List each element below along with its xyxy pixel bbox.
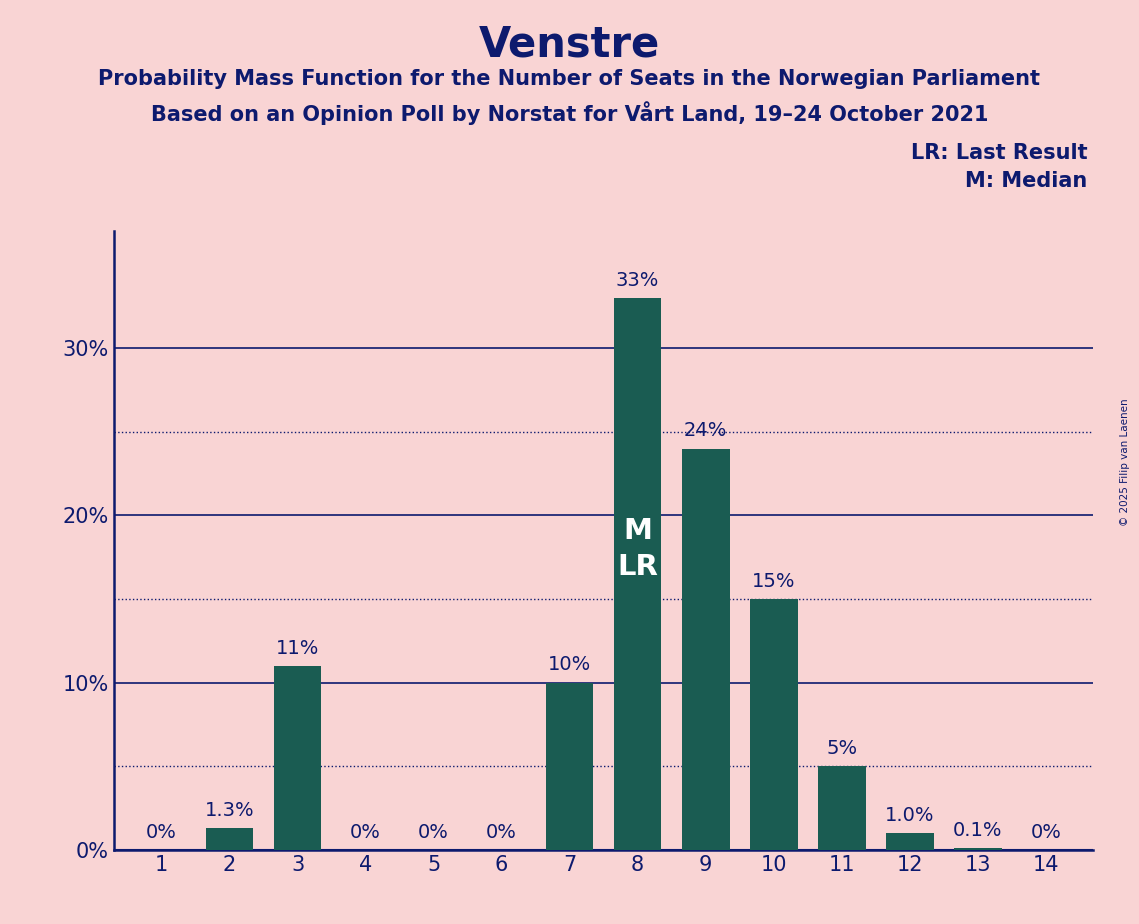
Bar: [273, 666, 321, 850]
Text: 11%: 11%: [276, 638, 319, 658]
Text: © 2025 Filip van Laenen: © 2025 Filip van Laenen: [1121, 398, 1130, 526]
Text: Based on an Opinion Poll by Norstat for Vårt Land, 19–24 October 2021: Based on an Opinion Poll by Norstat for …: [150, 102, 989, 126]
Bar: [546, 683, 593, 850]
Bar: [886, 833, 934, 850]
Text: 15%: 15%: [752, 572, 795, 590]
Text: 33%: 33%: [616, 271, 659, 289]
Text: 0%: 0%: [486, 822, 517, 842]
Text: 0.1%: 0.1%: [953, 821, 1002, 840]
Text: 24%: 24%: [685, 421, 728, 440]
Text: 1.0%: 1.0%: [885, 806, 934, 825]
Text: LR: Last Result: LR: Last Result: [911, 143, 1088, 164]
Bar: [818, 766, 866, 850]
Text: Probability Mass Function for the Number of Seats in the Norwegian Parliament: Probability Mass Function for the Number…: [98, 69, 1041, 90]
Text: 10%: 10%: [548, 655, 591, 675]
Text: 0%: 0%: [350, 822, 382, 842]
Bar: [682, 448, 729, 850]
Bar: [749, 599, 797, 850]
Bar: [206, 828, 253, 850]
Text: 0%: 0%: [1031, 822, 1062, 842]
Bar: [954, 848, 1001, 850]
Text: 0%: 0%: [418, 822, 449, 842]
Text: 1.3%: 1.3%: [205, 801, 254, 820]
Text: 0%: 0%: [146, 822, 177, 842]
Text: Venstre: Venstre: [478, 23, 661, 65]
Bar: [614, 298, 662, 850]
Text: 5%: 5%: [826, 739, 858, 758]
Text: M: Median: M: Median: [966, 171, 1088, 191]
Text: M
LR: M LR: [617, 517, 658, 581]
